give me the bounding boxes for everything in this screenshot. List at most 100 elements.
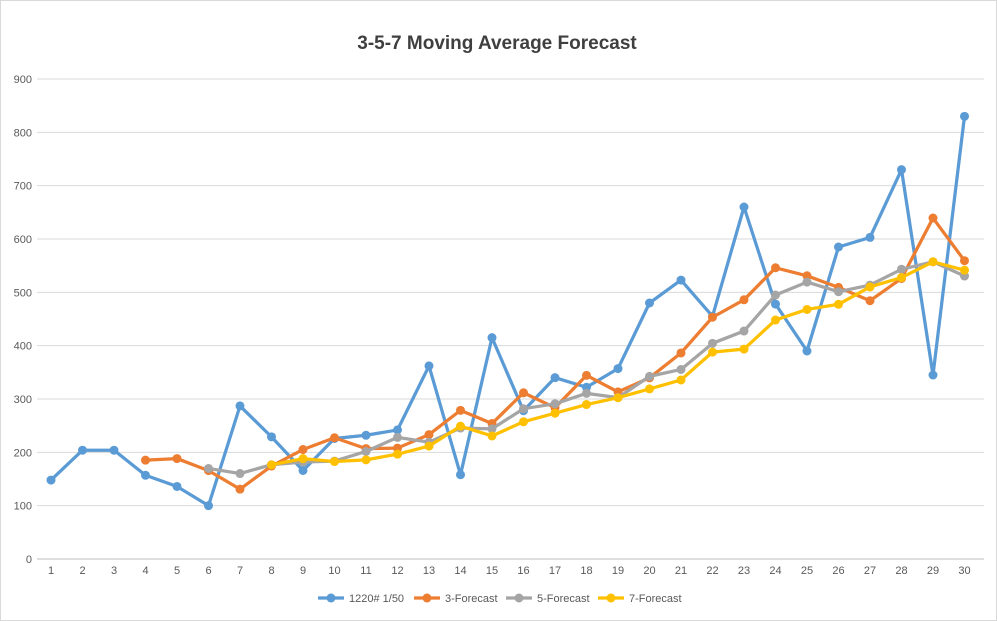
- legend-label: 1220# 1/50: [349, 593, 404, 605]
- series-marker-1220-1-50-x6[interactable]: [204, 501, 213, 511]
- series-marker-5-forecast-x7[interactable]: [235, 469, 245, 479]
- series-marker-1220-1-50-x23[interactable]: [739, 202, 749, 212]
- series-marker-7-forecast-x30[interactable]: [960, 265, 969, 275]
- legend-marker-icon: [326, 593, 336, 603]
- series-marker-7-forecast-x25[interactable]: [802, 304, 812, 314]
- series-marker-3-forecast-x29[interactable]: [928, 213, 938, 223]
- series-7-forecast[interactable]: [267, 257, 969, 470]
- series-marker-1220-1-50-x15[interactable]: [487, 333, 497, 343]
- series-marker-7-forecast-x21[interactable]: [676, 375, 686, 385]
- series-3-forecast[interactable]: [141, 213, 969, 494]
- series-marker-3-forecast-x22[interactable]: [708, 312, 717, 322]
- series-marker-3-forecast-x9[interactable]: [298, 445, 308, 455]
- series-marker-5-forecast-x28[interactable]: [897, 264, 906, 274]
- series-marker-7-forecast-x16[interactable]: [519, 417, 528, 427]
- series-marker-7-forecast-x24[interactable]: [771, 315, 780, 325]
- series-marker-7-forecast-x10[interactable]: [330, 457, 339, 467]
- series-marker-1220-1-50-x11[interactable]: [361, 430, 371, 440]
- series-marker-1220-1-50-x28[interactable]: [897, 165, 906, 175]
- x-tick-14: 14: [454, 565, 466, 577]
- series-marker-1220-1-50-x17[interactable]: [550, 373, 560, 383]
- series-marker-3-forecast-x13[interactable]: [424, 430, 434, 440]
- series-marker-7-forecast-x12[interactable]: [393, 449, 402, 459]
- series-marker-5-forecast-x17[interactable]: [550, 399, 560, 409]
- series-marker-1220-1-50-x9[interactable]: [298, 465, 308, 475]
- series-marker-7-forecast-x26[interactable]: [834, 299, 843, 309]
- series-marker-1220-1-50-x29[interactable]: [928, 370, 938, 380]
- series-marker-1220-1-50-x20[interactable]: [645, 298, 654, 308]
- series-marker-1220-1-50-x5[interactable]: [172, 481, 182, 491]
- series-marker-1220-1-50-x7[interactable]: [235, 401, 245, 411]
- series-marker-5-forecast-x20[interactable]: [645, 371, 654, 381]
- y-tick-100: 100: [14, 501, 32, 513]
- series-marker-1220-1-50-x4[interactable]: [141, 470, 150, 480]
- series-marker-5-forecast-x6[interactable]: [204, 463, 213, 473]
- series-marker-3-forecast-x23[interactable]: [739, 295, 749, 305]
- series-marker-3-forecast-x30[interactable]: [960, 256, 969, 266]
- series-line-3-forecast[interactable]: [143, 216, 967, 491]
- series-marker-7-forecast-x23[interactable]: [739, 344, 749, 354]
- series-marker-5-forecast-x12[interactable]: [393, 432, 402, 442]
- series-marker-7-forecast-x13[interactable]: [424, 441, 434, 451]
- legend-item-3-forecast[interactable]: 3-Forecast: [414, 593, 498, 605]
- series-marker-1220-1-50-x8[interactable]: [267, 432, 276, 442]
- series-marker-1220-1-50-x27[interactable]: [865, 232, 875, 242]
- series-marker-1220-1-50-x21[interactable]: [676, 275, 686, 285]
- series-marker-7-forecast-x28[interactable]: [897, 273, 906, 283]
- series-marker-1220-1-50-x13[interactable]: [424, 361, 434, 371]
- series-marker-7-forecast-x22[interactable]: [708, 347, 717, 357]
- series-marker-3-forecast-x14[interactable]: [456, 405, 465, 415]
- series-marker-5-forecast-x15[interactable]: [487, 424, 497, 434]
- series-marker-5-forecast-x21[interactable]: [676, 364, 686, 374]
- series-marker-1220-1-50-x1[interactable]: [46, 475, 56, 485]
- series-marker-7-forecast-x20[interactable]: [645, 384, 654, 394]
- series-1220-1-50[interactable]: [46, 111, 970, 511]
- series-marker-5-forecast-x24[interactable]: [771, 290, 780, 300]
- x-tick-17: 17: [549, 565, 561, 577]
- series-marker-7-forecast-x27[interactable]: [865, 282, 875, 292]
- series-marker-3-forecast-x16[interactable]: [519, 388, 528, 398]
- series-marker-7-forecast-x11[interactable]: [361, 455, 371, 465]
- series-marker-7-forecast-x9[interactable]: [298, 454, 308, 464]
- series-marker-1220-1-50-x2[interactable]: [78, 445, 87, 455]
- series-marker-3-forecast-x18[interactable]: [582, 370, 591, 380]
- series-marker-1220-1-50-x12[interactable]: [393, 425, 402, 435]
- series-marker-7-forecast-x8[interactable]: [267, 460, 276, 470]
- series-marker-1220-1-50-x25[interactable]: [802, 346, 812, 356]
- x-tick-26: 26: [832, 565, 844, 577]
- legend-item-1220-1-50[interactable]: 1220# 1/50: [318, 593, 404, 605]
- series-marker-5-forecast-x22[interactable]: [708, 338, 717, 348]
- legend-item-7-forecast[interactable]: 7-Forecast: [598, 593, 682, 605]
- series-line-1220-1-50[interactable]: [49, 114, 967, 508]
- series-marker-3-forecast-x25[interactable]: [802, 271, 812, 281]
- series-marker-5-forecast-x11[interactable]: [361, 446, 371, 456]
- chart-title[interactable]: 3-5-7 Moving Average Forecast: [357, 33, 637, 54]
- series-marker-5-forecast-x25[interactable]: [802, 277, 812, 287]
- series-group[interactable]: [46, 111, 970, 511]
- series-marker-7-forecast-x19[interactable]: [613, 393, 623, 403]
- legend-item-5-forecast[interactable]: 5-Forecast: [506, 593, 590, 605]
- series-marker-1220-1-50-x19[interactable]: [613, 364, 623, 374]
- series-marker-1220-1-50-x14[interactable]: [456, 470, 465, 480]
- series-marker-3-forecast-x21[interactable]: [676, 348, 686, 358]
- series-marker-3-forecast-x24[interactable]: [771, 263, 780, 273]
- series-marker-3-forecast-x7[interactable]: [235, 484, 245, 494]
- series-marker-7-forecast-x15[interactable]: [487, 431, 497, 441]
- series-marker-7-forecast-x18[interactable]: [582, 400, 591, 410]
- series-marker-5-forecast-x16[interactable]: [519, 404, 528, 414]
- series-marker-3-forecast-x10[interactable]: [330, 433, 339, 443]
- series-marker-5-forecast-x23[interactable]: [739, 326, 749, 336]
- series-marker-1220-1-50-x30[interactable]: [960, 111, 969, 121]
- series-marker-5-forecast-x26[interactable]: [834, 287, 843, 297]
- series-marker-5-forecast-x18[interactable]: [582, 388, 591, 398]
- series-marker-3-forecast-x5[interactable]: [172, 454, 182, 464]
- series-marker-3-forecast-x27[interactable]: [865, 296, 875, 306]
- series-marker-1220-1-50-x3[interactable]: [109, 445, 119, 455]
- series-marker-1220-1-50-x24[interactable]: [771, 299, 780, 309]
- series-marker-1220-1-50-x26[interactable]: [834, 242, 843, 252]
- x-tick-20: 20: [643, 565, 655, 577]
- series-marker-7-forecast-x14[interactable]: [456, 421, 465, 431]
- series-marker-7-forecast-x17[interactable]: [550, 408, 560, 418]
- series-marker-7-forecast-x29[interactable]: [928, 257, 938, 267]
- series-marker-3-forecast-x4[interactable]: [141, 455, 150, 465]
